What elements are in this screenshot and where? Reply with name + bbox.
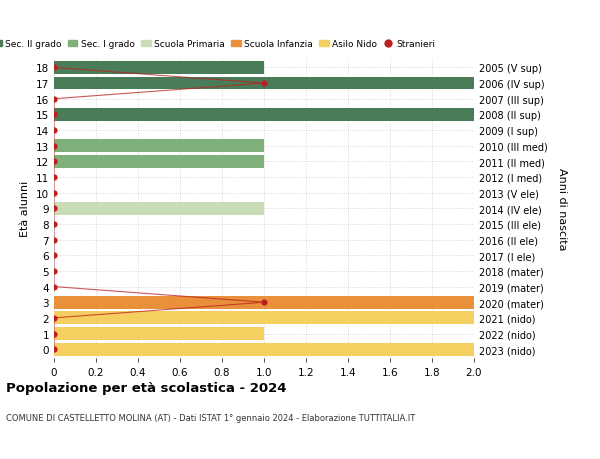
Bar	[54, 109, 474, 122]
Legend: Sec. II grado, Sec. I grado, Scuola Primaria, Scuola Infanzia, Asilo Nido, Stran: Sec. II grado, Sec. I grado, Scuola Prim…	[0, 40, 436, 49]
Bar	[54, 312, 474, 325]
Bar	[54, 140, 264, 153]
Bar	[54, 156, 264, 168]
Y-axis label: Età alunni: Età alunni	[20, 181, 31, 237]
Bar	[54, 296, 474, 309]
Text: Popolazione per età scolastica - 2024: Popolazione per età scolastica - 2024	[6, 381, 287, 394]
Y-axis label: Anni di nascita: Anni di nascita	[557, 168, 567, 250]
Text: COMUNE DI CASTELLETTO MOLINA (AT) - Dati ISTAT 1° gennaio 2024 - Elaborazione TU: COMUNE DI CASTELLETTO MOLINA (AT) - Dati…	[6, 413, 415, 422]
Bar	[54, 343, 474, 356]
Bar	[54, 202, 264, 215]
Bar	[54, 62, 264, 75]
Bar	[54, 327, 264, 340]
Bar	[54, 78, 474, 90]
